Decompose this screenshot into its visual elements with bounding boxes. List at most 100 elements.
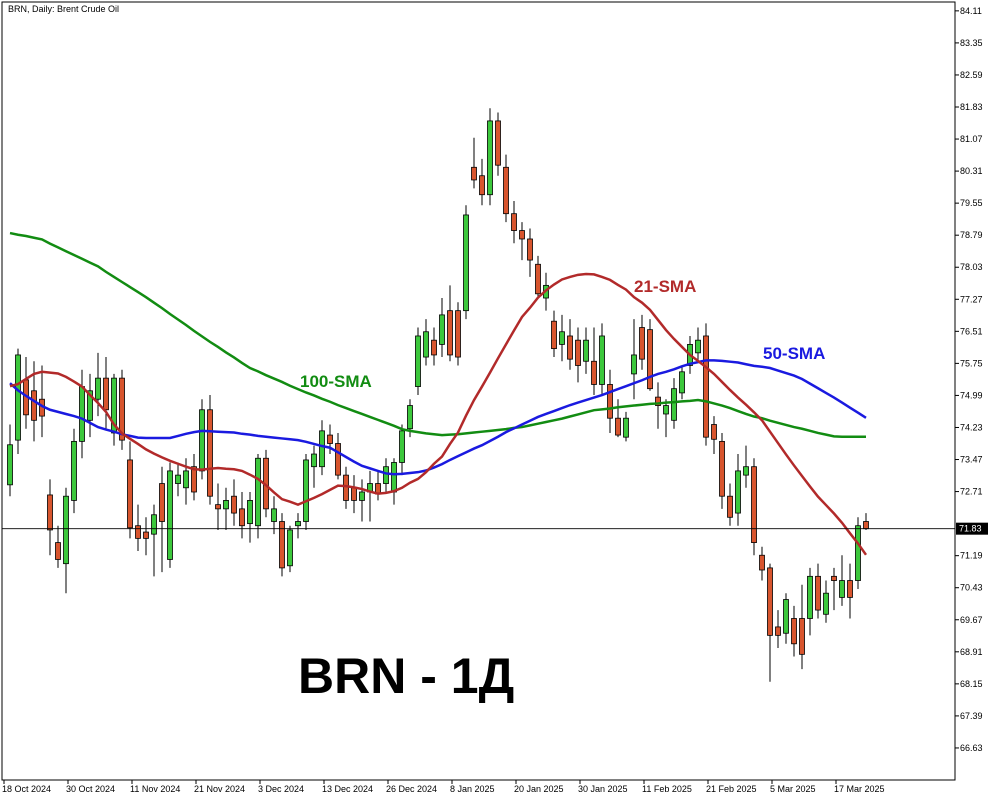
candle-body	[15, 354, 21, 441]
plot-frame	[1, 1, 956, 781]
candle-body	[775, 626, 781, 636]
candle-body	[463, 214, 469, 312]
x-tick-label: 3 Dec 2024	[258, 784, 304, 794]
candle-body	[559, 331, 565, 345]
y-tick-label: 74.99	[960, 390, 983, 400]
y-tick-label: 78.79	[960, 230, 983, 240]
y-tick-label: 74.23	[960, 422, 983, 432]
annotation: BRN - 1Д	[298, 648, 514, 704]
candle-body	[671, 388, 677, 421]
candle-body	[575, 339, 581, 366]
candle-body	[759, 554, 765, 571]
candle-body	[415, 335, 421, 387]
price-label: 71.83	[959, 524, 982, 534]
y-tick-label: 84.11	[960, 6, 982, 16]
x-tick-label: 5 Mar 2025	[770, 784, 816, 794]
candle-body	[471, 166, 477, 181]
price-tag	[956, 522, 988, 535]
candle-body	[407, 405, 413, 430]
candle-body	[295, 521, 301, 527]
candle-body	[127, 459, 133, 529]
candle-body	[287, 529, 293, 567]
y-tick-label: 81.07	[960, 134, 983, 144]
candle-body	[815, 575, 821, 611]
x-tick-label: 17 Mar 2025	[834, 784, 885, 794]
y-tick-label: 67.39	[960, 711, 983, 721]
y-tick-label: 78.03	[960, 262, 983, 272]
candle-body	[335, 443, 341, 476]
candle-body	[855, 525, 861, 581]
y-tick-label: 68.15	[960, 679, 983, 689]
candle-body	[215, 504, 221, 510]
candle-body	[31, 390, 37, 421]
candle-body	[807, 575, 813, 619]
candle-body	[583, 339, 589, 362]
candle-body	[799, 618, 805, 655]
y-tick-label: 82.59	[960, 70, 983, 80]
candle-body	[743, 466, 749, 476]
y-tick-label: 80.31	[960, 166, 983, 176]
chart-title: BRN, Daily: Brent Crude Oil	[8, 4, 119, 14]
y-tick-label: 66.63	[960, 743, 983, 753]
candle-body	[103, 377, 109, 411]
candle-body	[487, 120, 493, 196]
candle-body	[495, 120, 501, 166]
candle-body	[527, 238, 533, 261]
y-tick-label: 76.51	[960, 326, 983, 336]
candle-body	[255, 457, 261, 527]
candle-body	[503, 166, 509, 215]
candle-body	[647, 329, 653, 390]
candle-body	[79, 386, 85, 442]
candle-body	[231, 495, 237, 514]
candle-body	[223, 500, 229, 510]
sma-label: 21-SMA	[634, 277, 696, 296]
candle-body	[247, 500, 253, 525]
candle-body	[303, 459, 309, 522]
y-tick-label: 83.35	[960, 38, 983, 48]
candle-body	[167, 470, 173, 560]
candle-body	[311, 453, 317, 468]
candle-body	[151, 514, 157, 535]
candle-body	[607, 384, 613, 419]
candle-body	[431, 339, 437, 356]
candle-body	[359, 491, 365, 501]
candle-body	[175, 474, 181, 484]
sma-label: 100-SMA	[300, 372, 372, 391]
candle-body	[711, 424, 717, 440]
y-tick-label: 81.83	[960, 102, 983, 112]
y-tick-label: 72.71	[960, 487, 983, 497]
x-tick-label: 30 Jan 2025	[578, 784, 628, 794]
y-tick-label: 75.75	[960, 358, 983, 368]
candle-body	[839, 580, 845, 598]
candle-body	[343, 474, 349, 501]
candle-body	[663, 405, 669, 415]
x-tick-label: 20 Jan 2025	[514, 784, 564, 794]
sma-label: 50-SMA	[763, 344, 825, 363]
candle-body	[239, 508, 245, 527]
candle-body	[735, 470, 741, 514]
y-tick-label: 73.47	[960, 455, 983, 465]
candle-body	[199, 409, 205, 472]
candle-body	[207, 409, 213, 497]
x-tick-label: 8 Jan 2025	[450, 784, 495, 794]
candle-body	[183, 470, 189, 489]
candle-body	[623, 417, 629, 438]
candle-body	[135, 525, 141, 539]
x-tick-label: 21 Feb 2025	[706, 784, 757, 794]
candle-body	[695, 339, 701, 354]
candle-body	[679, 371, 685, 394]
candle-body	[727, 495, 733, 518]
candle-body	[319, 430, 325, 468]
candle-body	[615, 417, 621, 436]
candle-body	[71, 440, 77, 501]
y-tick-label: 68.91	[960, 647, 983, 657]
candle-body	[439, 314, 445, 345]
candle-body	[631, 354, 637, 375]
sma-line	[9, 359, 867, 476]
y-tick-label: 71.19	[960, 551, 983, 561]
sma-line	[9, 231, 866, 439]
candle-body	[7, 444, 13, 486]
candle-body	[519, 230, 525, 240]
candle-body	[591, 360, 597, 385]
